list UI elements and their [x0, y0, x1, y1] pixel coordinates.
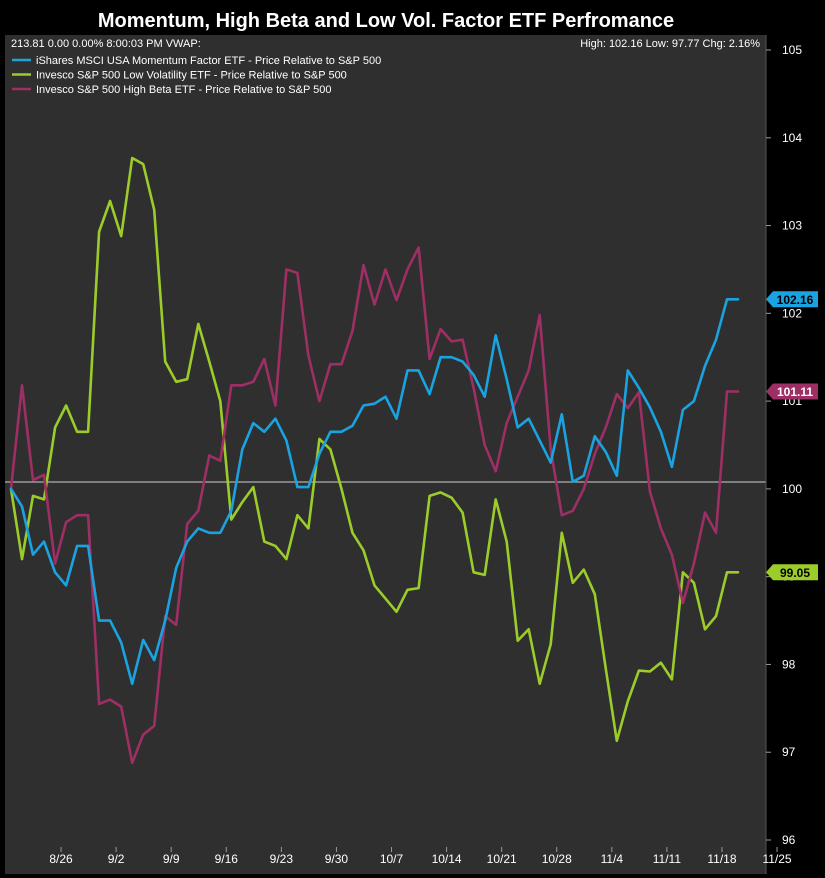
- last-value-label-2: 99.05: [780, 566, 810, 580]
- x-tick-label: 11/25: [762, 852, 791, 866]
- y-tick-label: 102: [782, 306, 802, 320]
- legend-label-3: Invesco S&P 500 High Beta ETF - Price Re…: [36, 84, 332, 96]
- info-left: 213.81 0.00 0.00% 8:00:03 PM VWAP:: [11, 38, 201, 50]
- x-tick-label: 9/2: [108, 852, 125, 866]
- x-tick-label: 9/23: [270, 852, 294, 866]
- x-tick-label: 10/14: [432, 852, 462, 866]
- last-value-badge-3: [766, 383, 818, 400]
- x-tick-label: 10/7: [380, 852, 404, 866]
- series-layer: [9, 156, 740, 765]
- last-value-label-3: 101.11: [777, 385, 813, 399]
- legend: iShares MSCI USA Momentum Factor ETF - P…: [12, 55, 381, 96]
- x-tick-label: 9/30: [325, 852, 349, 866]
- last-value-badge-1: [766, 291, 818, 308]
- x-tick-label: 9/9: [163, 852, 180, 866]
- x-tick-label: 11/18: [707, 852, 736, 866]
- series-line-3: [9, 246, 740, 765]
- x-tick-label: 8/26: [49, 852, 73, 866]
- x-tick-label: 10/28: [542, 852, 572, 866]
- last-value-badge-2: [766, 564, 818, 581]
- series-line-2: [9, 156, 740, 743]
- legend-label-1: iShares MSCI USA Momentum Factor ETF - P…: [36, 55, 381, 67]
- x-axis-ticks: 8/26 9/2 9/9 9/16 9/23 9/30 10/7 10/14 10/21 10/2…: [49, 847, 792, 866]
- plot-area: [5, 35, 766, 874]
- chart-title: Momentum, High Beta and Low Vol. Factor …: [98, 10, 674, 32]
- y-tick-label: 105: [782, 43, 802, 57]
- last-value-label-1: 102.16: [777, 293, 814, 307]
- series-line-1: [9, 297, 740, 686]
- y-tick-label: 103: [782, 219, 802, 233]
- x-tick-label: 11/4: [601, 852, 624, 866]
- info-right: High: 102.16 Low: 97.77 Chg: 2.16%: [580, 38, 760, 50]
- y-tick-label: 97: [782, 745, 796, 759]
- x-tick-label: 9/16: [215, 852, 239, 866]
- y-tick-label: 98: [782, 657, 796, 671]
- y-tick-label: 104: [782, 131, 802, 145]
- x-tick-label: 11/11: [653, 852, 682, 866]
- y-tick-label: 96: [782, 833, 796, 847]
- y-tick-label: 100: [782, 482, 802, 496]
- x-tick-label: 10/21: [487, 852, 517, 866]
- legend-label-2: Invesco S&P 500 Low Volatility ETF - Pri…: [36, 70, 347, 82]
- last-value-badges: 102.16 99.05 101.11: [766, 291, 818, 581]
